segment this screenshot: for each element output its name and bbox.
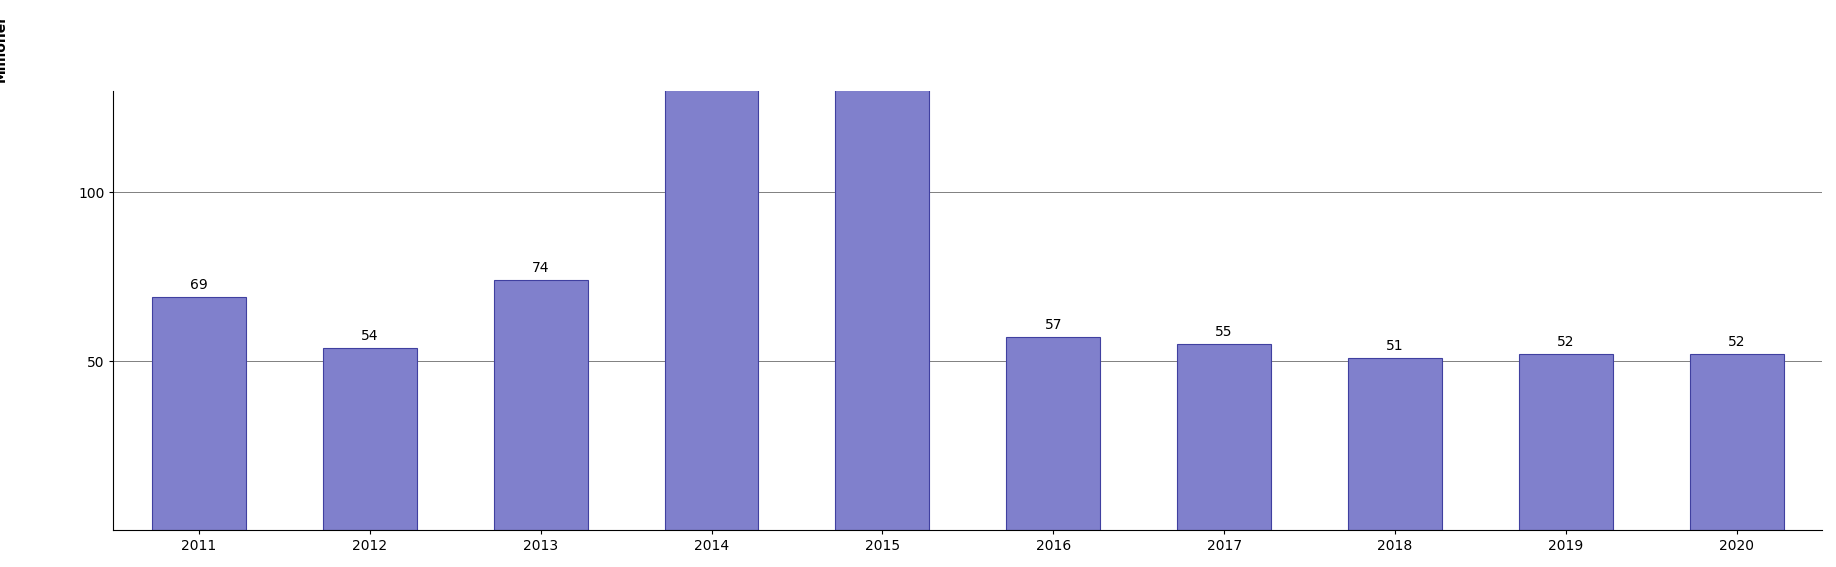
Bar bbox=[323, 348, 417, 530]
Text: 57: 57 bbox=[1045, 319, 1061, 332]
Text: 55: 55 bbox=[1215, 325, 1232, 339]
Text: 69: 69 bbox=[191, 278, 207, 292]
Bar bbox=[1689, 354, 1783, 530]
Bar bbox=[1518, 354, 1612, 530]
Bar bbox=[1006, 337, 1100, 530]
Text: 52: 52 bbox=[1728, 335, 1746, 349]
Text: Millioner: Millioner bbox=[0, 14, 7, 82]
Text: 74: 74 bbox=[532, 261, 549, 275]
Bar bbox=[1177, 344, 1271, 530]
Bar bbox=[494, 280, 588, 530]
Text: 51: 51 bbox=[1386, 338, 1405, 353]
Bar bbox=[152, 297, 246, 530]
Text: 52: 52 bbox=[1557, 335, 1575, 349]
Bar bbox=[1348, 358, 1441, 530]
Bar bbox=[835, 6, 929, 530]
Text: 54: 54 bbox=[362, 328, 378, 342]
Bar bbox=[665, 0, 758, 530]
